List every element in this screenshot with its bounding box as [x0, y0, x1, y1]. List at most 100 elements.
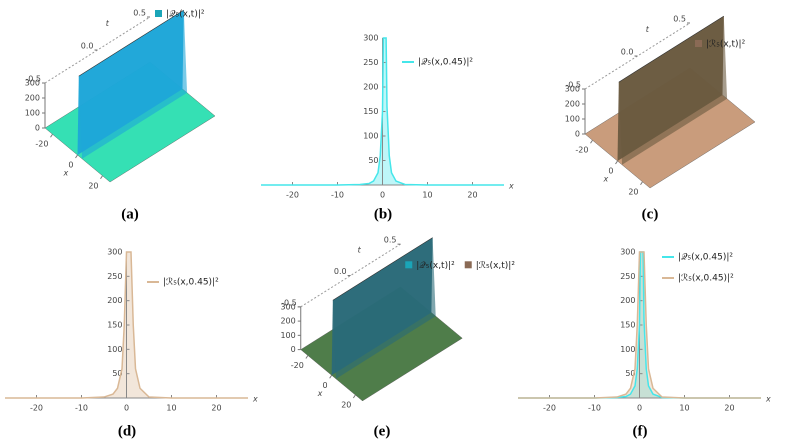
caption: (b): [374, 206, 392, 222]
t-tick-label: 0.0: [334, 267, 347, 276]
z-tick-label: 300: [280, 302, 295, 311]
legend-label: |𝒬₅(x,0.45)|²: [418, 58, 473, 68]
t-axis: [584, 22, 691, 90]
y-tick-label: 300: [107, 248, 122, 257]
x-tick-label: 20: [467, 191, 477, 200]
z-tick-label: 300: [565, 85, 580, 94]
line-series: [5, 251, 248, 399]
x-tick-label: -20: [543, 404, 556, 413]
y-tick-label: 300: [363, 34, 378, 43]
y-tick-label: 200: [620, 296, 635, 305]
legend-label: |𝒬₅(x,t)|²: [166, 10, 205, 20]
x-tick: [75, 154, 78, 159]
y-tick-label: 200: [107, 296, 122, 305]
t-axis-label: t: [646, 25, 650, 34]
x-tick-label: 0: [637, 404, 642, 413]
legend-label: |ℛ₅(x,0.45)|²: [678, 274, 734, 284]
z-tick-label: 200: [25, 94, 40, 103]
x-tick-label: 20: [341, 400, 351, 409]
y-tick-label: 250: [107, 272, 122, 281]
y-tick-label: 50: [112, 369, 122, 378]
caption: (c): [642, 206, 659, 222]
line-series: [261, 37, 504, 186]
x-tick-label: -20: [30, 404, 43, 413]
y-tick-label: 50: [625, 369, 635, 378]
y-tick-label: 150: [363, 107, 378, 116]
x-tick-label: 0: [124, 404, 129, 413]
x-tick-label: 0: [68, 161, 73, 170]
t-tick-label: -0.5: [565, 81, 581, 90]
t-tick-label: -0.5: [25, 75, 41, 84]
t-axis-label: t: [358, 245, 362, 254]
x-tick-label: 0: [380, 191, 385, 200]
y-tick-label: 200: [363, 83, 378, 92]
x-tick-label: 20: [724, 404, 734, 413]
x-tick-label: -20: [35, 140, 48, 149]
y-tick-label: 300: [620, 248, 635, 257]
x-tick: [50, 133, 53, 138]
x-axis-label: x: [63, 169, 69, 178]
legend-swatch: [155, 10, 162, 17]
legend-label: |𝒬₅(x,t)|²: [416, 261, 455, 271]
line-series: [518, 251, 761, 399]
x-tick: [100, 175, 103, 180]
x-tick: [352, 394, 356, 399]
legend-swatch: [695, 40, 702, 47]
ridge-right: [332, 237, 436, 379]
z-tick-label: 200: [565, 100, 580, 109]
ridge-crest: [78, 9, 184, 77]
legend-swatch: [405, 261, 413, 269]
x-axis-label: x: [765, 395, 771, 404]
x-axis-label: x: [603, 175, 609, 184]
x-tick-label: 20: [628, 187, 638, 196]
x-tick-label: -20: [575, 146, 588, 155]
x-tick-label: 20: [88, 181, 98, 190]
t-tick-label: 0.5: [673, 15, 686, 24]
z-tick-label: 200: [280, 317, 295, 326]
x-tick-label: -20: [291, 361, 304, 370]
y-tick-label: 50: [368, 156, 378, 165]
y-tick-label: 250: [620, 272, 635, 281]
x-tick-label: 0: [608, 167, 613, 176]
legend-label: |𝒬₅(x,0.45)|²: [678, 253, 733, 263]
legend-label: |ℛ₅(x,t)|²: [706, 40, 746, 50]
x-tick-label: 10: [422, 191, 432, 200]
x-tick-label: 0: [323, 381, 328, 390]
x-tick: [329, 374, 333, 379]
caption: (e): [374, 423, 391, 439]
legend-swatch: [464, 261, 472, 269]
x-tick-label: -10: [331, 191, 344, 200]
y-tick-label: 250: [363, 58, 378, 67]
t-tick-label: 0.5: [133, 9, 146, 18]
z-tick-label: 100: [565, 115, 580, 124]
y-tick-label: 150: [107, 321, 122, 330]
t-axis: [44, 16, 151, 84]
y-tick-label: 100: [363, 132, 378, 141]
x-axis-label: x: [252, 395, 258, 404]
z-tick-label: 300: [25, 79, 40, 88]
caption: (a): [121, 206, 139, 222]
t-axis-label: t: [106, 19, 110, 28]
x-tick-label: -20: [286, 191, 299, 200]
x-axis-label: x: [508, 182, 514, 191]
x-tick: [615, 160, 618, 165]
x-tick-label: 10: [679, 404, 689, 413]
t-tick-label: 0.5: [384, 236, 397, 245]
t-tick-label: 0.0: [621, 48, 634, 57]
z-tick-label: 0: [35, 124, 40, 133]
y-tick-label: 150: [620, 321, 635, 330]
x-axis-label: x: [317, 389, 323, 398]
legend-label: |ℛ₅(x,t)|²: [476, 261, 516, 271]
x-tick-label: 10: [166, 404, 176, 413]
x-tick: [305, 355, 309, 359]
x-tick-label: -10: [75, 404, 88, 413]
x-tick: [640, 181, 643, 186]
ridge-crest: [332, 237, 433, 301]
z-tick-label: 100: [280, 331, 295, 340]
ridge-right: [618, 16, 728, 165]
legend-label: |ℛ₅(x,0.45)|²: [163, 278, 219, 288]
caption: (f): [633, 423, 648, 439]
z-tick-label: 0: [291, 345, 296, 354]
y-tick-label: 100: [620, 345, 635, 354]
